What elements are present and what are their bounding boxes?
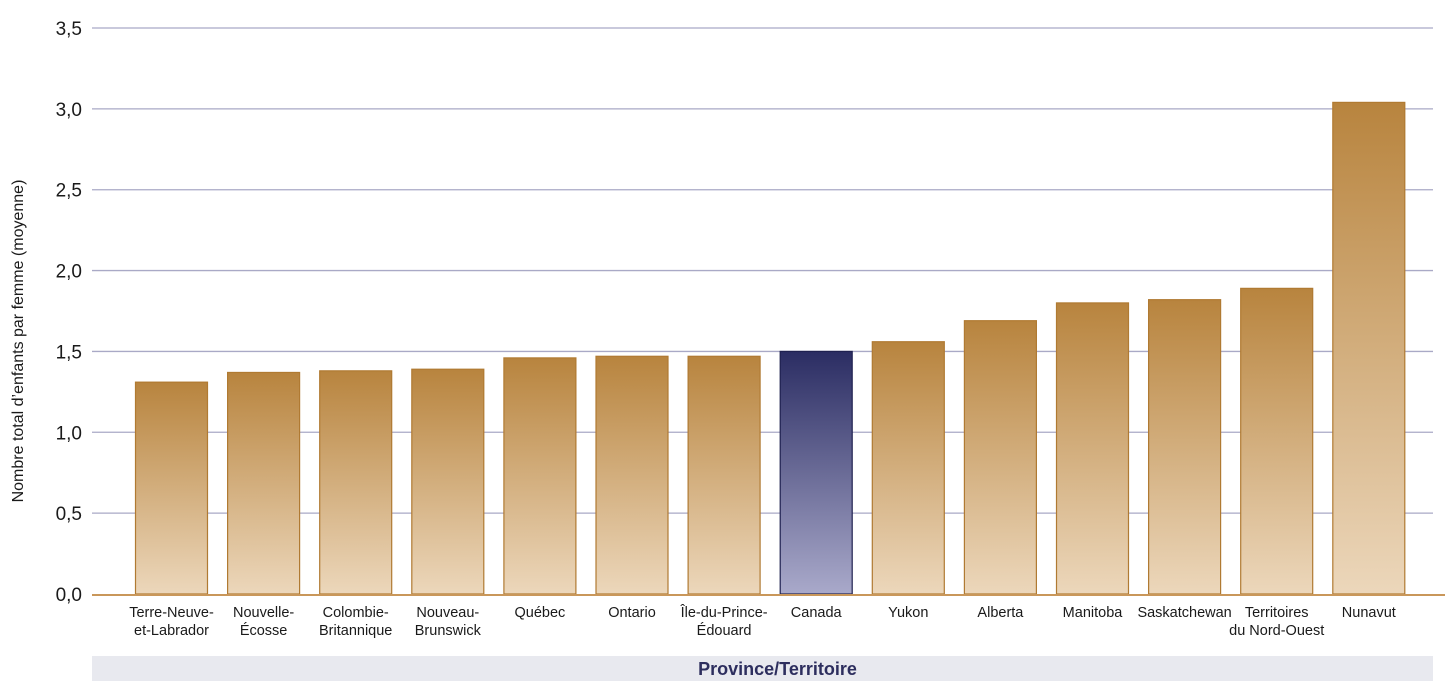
bar	[871, 341, 945, 595]
bar	[687, 355, 761, 595]
y-tick-label: 1,5	[56, 342, 82, 363]
bar	[411, 368, 485, 595]
y-tick-label: 2,5	[56, 181, 82, 202]
x-tick-label: Nouvelle-Écosse	[233, 605, 294, 639]
bar	[1240, 287, 1314, 595]
x-tick-label: Yukon	[888, 605, 928, 621]
bar	[1147, 299, 1222, 595]
x-axis-title-band	[92, 656, 1433, 681]
x-tick-label: Ontario	[608, 605, 656, 621]
y-axis-ticks: 0,0 0,5 1,0 1,5 2,0 2,5 3,0 3,5	[56, 19, 82, 606]
y-tick-label: 1,0	[56, 423, 82, 444]
bar	[227, 371, 301, 595]
bar	[503, 357, 577, 595]
y-tick-label: 3,5	[56, 19, 82, 40]
gridlines	[92, 27, 1433, 514]
x-tick-label: Québec	[515, 605, 566, 621]
x-tick-label: Manitoba	[1063, 605, 1124, 621]
bar	[134, 381, 209, 595]
bar	[1332, 101, 1406, 595]
y-tick-label: 0,0	[56, 585, 82, 606]
x-axis-title: Province/Territoire	[698, 659, 857, 679]
y-tick-label: 2,0	[56, 262, 82, 283]
x-tick-label: Saskatchewan	[1137, 605, 1231, 621]
bar	[779, 350, 853, 595]
x-tick-label: Territoires du Nord-Ouest	[1229, 605, 1324, 639]
x-tick-label: Nouveau-Brunswick	[415, 605, 482, 639]
x-tick-label: Terre-Neuve-et-Labrador	[129, 605, 214, 639]
x-tick-label: Nunavut	[1342, 605, 1396, 621]
y-axis-title: Nombre total d’enfants par femme (moyenn…	[10, 180, 27, 503]
y-tick-label: 3,0	[56, 100, 82, 121]
bars	[134, 101, 1406, 595]
bar	[1055, 302, 1130, 595]
bar	[319, 370, 393, 595]
x-axis-ticks: Terre-Neuve-et-Labrador Nouvelle-Écosse Co…	[129, 604, 1396, 639]
y-tick-label: 0,5	[56, 504, 82, 525]
bar	[595, 355, 669, 595]
x-tick-label: Canada	[791, 605, 843, 621]
x-tick-label: Colombie-Britannique	[319, 605, 392, 639]
x-tick-label: Alberta	[977, 605, 1024, 621]
x-tick-label: Île-du-Prince-Édouard	[680, 604, 768, 639]
bar	[963, 320, 1038, 595]
